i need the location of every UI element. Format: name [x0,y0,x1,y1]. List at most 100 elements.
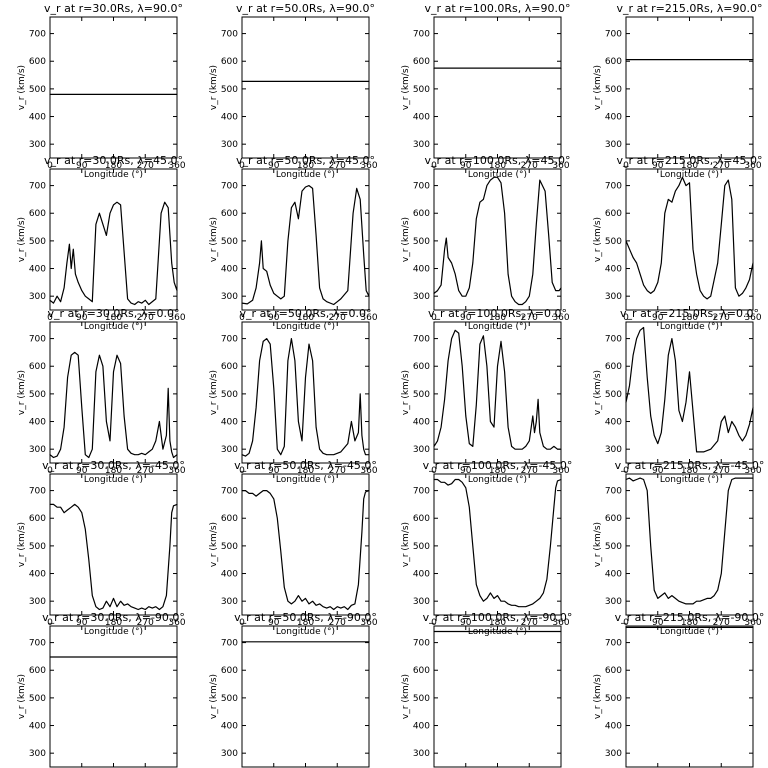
y-tick-label: 600 [605,514,622,524]
y-tick-label: 500 [605,85,622,95]
panel-10: v_r at r=50.0Rs, λ=0.0° 300 400 500 600 700 0 9… [209,307,378,485]
x-tick-label: 270 [713,618,730,628]
series-line [625,477,754,605]
x-tick-label: 0 [431,161,437,171]
x-axis-label: Longitude (°) [276,475,335,485]
x-tick-label: 180 [489,313,506,323]
x-tick-label: 180 [297,313,314,323]
y-tick-label: 600 [413,57,430,67]
y-tick-label: 400 [221,113,238,123]
x-tick-label: 180 [297,161,314,171]
x-tick-label: 180 [489,161,506,171]
y-axis-label: v_r (km/s) [17,370,27,415]
plot-frame [49,473,178,616]
panel-1: v_r at r=30.0Rs, λ=90.0° 300 400 500 600 700 0… [17,2,186,180]
panel-14: v_r at r=50.0Rs, λ=-45.0° 300 400 500 600 700… [209,459,378,637]
x-tick-label: 180 [105,618,122,628]
y-tick-label: 400 [221,418,238,428]
plot-frame [433,625,562,768]
x-axis-label: Longitude (°) [84,475,143,485]
x-tick-label: 180 [681,161,698,171]
x-tick-label: 270 [329,161,346,171]
panel-title: v_r at r=50.0Rs, λ=90.0° [236,2,375,15]
y-tick-label: 400 [221,722,238,732]
plot-frame [241,321,370,464]
y-tick-label: 500 [413,694,430,704]
x-tick-label: 90 [460,313,472,323]
series-line [241,185,370,306]
plot-frame [433,168,562,311]
y-tick-label: 300 [413,597,430,607]
y-tick-label: 300 [29,597,46,607]
y-axis-label: v_r (km/s) [401,674,411,719]
x-tick-label: 360 [552,313,569,323]
panel-18: v_r at r=50.0Rs, λ=-90.0° 300 400 500 600 700… [209,611,377,768]
x-tick-label: 0 [47,313,53,323]
x-tick-label: 0 [47,161,53,171]
x-tick-label: 360 [168,466,185,476]
x-tick-label: 360 [360,466,377,476]
y-tick-label: 700 [221,182,238,192]
x-tick-label: 0 [431,618,437,628]
y-tick-label: 500 [29,390,46,400]
plot-frame [241,625,370,768]
series-line [49,351,178,459]
x-tick-label: 270 [137,618,154,628]
x-tick-label: 270 [329,466,346,476]
series-line [433,329,562,450]
panel-title: v_r at r=30.0Rs, λ=90.0° [44,2,183,15]
y-tick-label: 400 [605,265,622,275]
x-axis-label: Longitude (°) [660,170,719,180]
x-tick-label: 180 [297,618,314,628]
y-tick-label: 300 [29,292,46,302]
x-tick-label: 360 [168,618,185,628]
y-tick-label: 600 [221,514,238,524]
y-tick-label: 400 [29,722,46,732]
y-tick-label: 700 [221,30,238,40]
y-tick-label: 700 [221,487,238,497]
y-tick-label: 700 [605,487,622,497]
x-tick-label: 270 [713,466,730,476]
panel-7: v_r at r=100.0Rs, λ=45.0° 300 400 500 600 700… [401,154,570,332]
panel-title: v_r at r=215.0Rs, λ=45.0° [617,154,763,167]
y-tick-label: 500 [221,542,238,552]
y-tick-label: 700 [413,639,430,649]
y-axis-label: v_r (km/s) [401,522,411,567]
y-axis-label: v_r (km/s) [593,65,603,110]
x-tick-label: 270 [137,466,154,476]
x-tick-label: 360 [744,161,761,171]
x-tick-label: 0 [239,618,245,628]
x-tick-label: 90 [460,161,472,171]
y-axis-label: v_r (km/s) [17,217,27,262]
panel-title: v_r at r=100.0Rs, λ=-45.0° [423,459,573,472]
panel-19: v_r at r=100.0Rs, λ=-90.0° 300 400 500 600 70… [401,611,572,768]
y-tick-label: 600 [29,362,46,372]
x-tick-label: 0 [431,466,437,476]
y-axis-label: v_r (km/s) [401,370,411,415]
y-tick-label: 500 [29,85,46,95]
y-tick-label: 500 [221,85,238,95]
x-tick-label: 90 [268,313,280,323]
x-tick-label: 270 [521,618,538,628]
y-tick-label: 600 [221,362,238,372]
series-line [49,503,178,611]
x-axis-label: Longitude (°) [468,475,527,485]
y-tick-label: 500 [221,237,238,247]
y-axis-label: v_r (km/s) [209,217,219,262]
x-axis-label: Longitude (°) [468,322,527,332]
plot-frame [625,473,754,616]
panel-16: v_r at r=215.0Rs, λ=-45.0° 300 400 500 600 70… [593,459,764,637]
y-tick-label: 700 [29,639,46,649]
y-tick-label: 600 [29,57,46,67]
x-tick-label: 90 [460,466,472,476]
x-tick-label: 90 [652,466,664,476]
x-tick-label: 360 [552,618,569,628]
plot-frame [49,168,178,311]
y-tick-label: 300 [221,597,238,607]
panel-title: v_r at r=50.0Rs, λ=-45.0° [234,459,377,472]
y-tick-label: 300 [605,140,622,150]
x-axis-label: Longitude (°) [468,170,527,180]
x-tick-label: 360 [360,161,377,171]
series-line [625,176,754,300]
x-tick-label: 270 [521,313,538,323]
